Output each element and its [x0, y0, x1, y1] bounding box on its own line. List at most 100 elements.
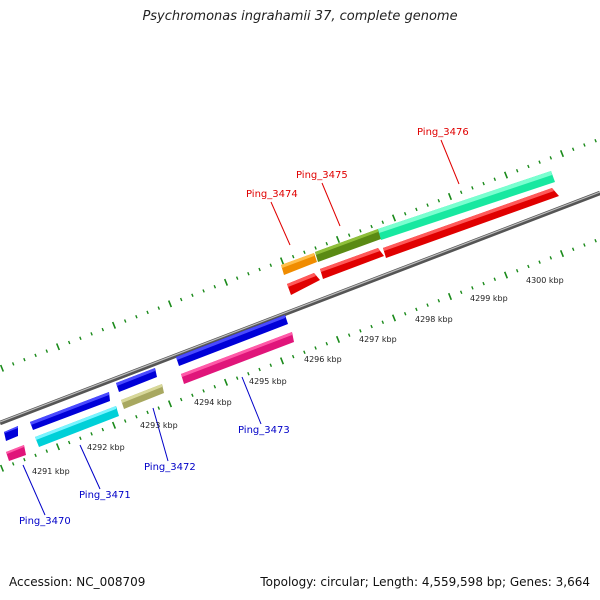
tick-mark — [303, 350, 306, 355]
tick-mark — [381, 320, 385, 325]
tick-mark — [426, 303, 429, 307]
tick-mark — [111, 321, 117, 329]
gene-label-ping-3474[interactable]: Ping_3474 — [246, 189, 298, 200]
gene-ping-3471-forward[interactable] — [35, 406, 119, 447]
tick-mark — [67, 440, 71, 445]
tick-mark — [247, 272, 250, 276]
tick-mark — [202, 289, 205, 293]
tick-mark — [303, 250, 306, 255]
tick-mark — [90, 432, 93, 436]
gene-ping-3472-reverse[interactable] — [116, 368, 157, 392]
gene-label-ping-3476[interactable]: Ping_3476 — [417, 127, 469, 138]
scale-labels: 4291 kbp 4292 kbp 4293 kbp 4294 kbp 4295… — [32, 276, 564, 476]
tick-mark — [527, 264, 530, 269]
tick-mark — [381, 220, 385, 225]
tick-mark — [314, 246, 317, 250]
scale-label-4294: 4294 kbp — [194, 398, 232, 407]
tick-mark — [258, 367, 261, 372]
tick-mark — [179, 297, 183, 302]
tick-mark — [135, 414, 138, 419]
tick-mark — [437, 299, 441, 303]
tick-mark — [179, 397, 183, 402]
gene-label-ping-3472[interactable]: Ping_3472 — [144, 462, 196, 473]
gene-ping-3474-upper[interactable] — [281, 253, 317, 275]
tick-mark — [403, 211, 407, 216]
tick-mark — [101, 327, 105, 332]
tick-mark — [269, 263, 273, 267]
tick-mark — [291, 354, 295, 359]
tick-mark — [347, 233, 351, 237]
tick-mark — [235, 376, 239, 380]
tick-mark — [437, 199, 441, 203]
tick-mark — [482, 281, 485, 286]
tick-mark — [314, 346, 317, 350]
upper-tick-band — [0, 138, 597, 372]
gene-ping-3476-lower[interactable] — [383, 188, 559, 258]
tick-mark — [325, 341, 329, 346]
tick-mark — [370, 224, 373, 229]
tick-mark — [223, 378, 229, 386]
genome-summary-text: Topology: circular; Length: 4,559,598 bp… — [260, 575, 590, 589]
scale-label-4298: 4298 kbp — [415, 315, 453, 324]
scale-label-4299: 4299 kbp — [470, 294, 508, 303]
tick-mark — [213, 284, 217, 289]
gene-label-ping-3471[interactable]: Ping_3471 — [79, 490, 131, 501]
gene-ping-3473-forward[interactable] — [181, 332, 294, 384]
tick-mark — [493, 277, 497, 282]
gene-ping-3471-reverse[interactable] — [30, 392, 110, 430]
tick-mark — [45, 449, 49, 453]
gene-ping-3470-forward[interactable] — [6, 445, 26, 461]
tick-mark — [515, 268, 519, 273]
tick-mark — [269, 363, 273, 367]
tick-mark — [0, 364, 5, 372]
tick-mark — [415, 207, 418, 212]
gene-label-ping-3470[interactable]: Ping_3470 — [19, 516, 71, 527]
genome-backbone — [0, 190, 600, 426]
tick-mark — [34, 453, 37, 458]
tick-mark — [11, 362, 15, 366]
tick-mark — [571, 247, 575, 252]
tick-mark — [157, 306, 161, 310]
tick-mark — [191, 393, 194, 397]
tick-mark — [559, 250, 565, 258]
tick-mark — [515, 168, 519, 173]
gene-ping-3470-reverse[interactable] — [4, 426, 18, 441]
gene-ping-3472-forward[interactable] — [121, 384, 164, 409]
gene-label-ping-3473[interactable]: Ping_3473 — [238, 425, 290, 436]
tick-mark — [370, 324, 373, 329]
tick-mark — [459, 290, 463, 294]
tick-mark — [415, 307, 418, 312]
gene-labels: Ping_3470 Ping_3471 Ping_3472 Ping_3473 … — [19, 127, 469, 527]
scale-label-4293: 4293 kbp — [140, 421, 178, 430]
tick-mark — [202, 389, 205, 393]
tick-mark — [426, 203, 429, 207]
lower-tick-band — [0, 238, 597, 472]
tick-mark — [213, 384, 217, 389]
tick-mark — [583, 243, 586, 247]
scale-label-4292: 4292 kbp — [87, 443, 125, 452]
tick-mark — [347, 333, 351, 337]
tick-mark — [157, 406, 161, 410]
tick-mark — [146, 310, 149, 315]
tick-mark — [391, 314, 397, 322]
label-leaders — [22, 139, 460, 516]
tick-mark — [594, 138, 597, 143]
tick-mark — [123, 319, 127, 323]
gene-ping-3474-lower[interactable] — [287, 273, 320, 295]
tick-mark — [359, 229, 362, 233]
gene-ping-3473-reverse[interactable] — [176, 315, 288, 366]
tick-mark — [482, 181, 485, 186]
gene-label-ping-3475[interactable]: Ping_3475 — [296, 170, 348, 181]
gene-ping-3476-upper[interactable] — [378, 171, 555, 240]
tick-mark — [135, 314, 138, 319]
tick-mark — [23, 357, 26, 362]
gene-ping-3475-upper[interactable] — [315, 229, 381, 262]
tick-mark — [571, 147, 575, 152]
scale-label-4300: 4300 kbp — [526, 276, 564, 285]
gene-ping-3475-lower[interactable] — [320, 248, 384, 279]
tick-mark — [359, 329, 362, 333]
tick-mark — [79, 336, 82, 340]
tick-mark — [583, 143, 586, 147]
tick-mark — [391, 214, 397, 222]
tick-mark — [291, 254, 295, 259]
